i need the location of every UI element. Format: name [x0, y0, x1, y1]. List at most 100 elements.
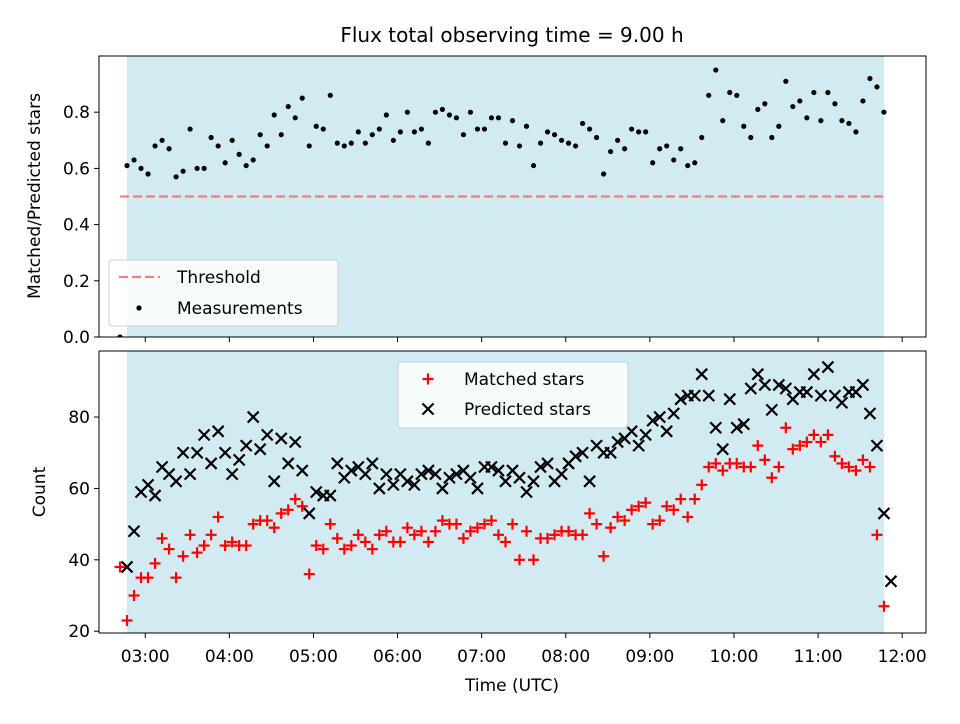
measurement-point — [502, 140, 509, 146]
predicted-star-points — [120, 360, 898, 588]
measurement-point — [818, 118, 824, 124]
measurement-point — [881, 109, 887, 115]
measurement-point — [131, 157, 137, 163]
predicted-star-point — [513, 471, 526, 484]
predicted-star-point — [464, 471, 477, 484]
legend-matched-swatch — [422, 373, 434, 385]
measurement-point — [201, 165, 207, 171]
predicted-star-point — [436, 482, 449, 495]
measurement-point — [874, 84, 880, 90]
predicted-star-point — [176, 446, 190, 460]
matched-star-point — [436, 515, 448, 527]
matched-star-point — [219, 540, 231, 552]
bottom-x-ticks: 03:00 04:00 05:00 06:00 07:00 08:00 09:00 10:00… — [121, 633, 927, 667]
matched-star-point — [408, 529, 420, 541]
matched-star-point — [478, 518, 490, 530]
matched-star-point — [310, 540, 322, 552]
matched-star-point — [338, 543, 350, 555]
measurement-point — [194, 165, 200, 171]
matched-star-point — [429, 525, 441, 537]
measurement-point — [187, 126, 193, 132]
matched-star-point — [857, 454, 869, 466]
predicted-star-point — [737, 417, 751, 431]
bottom-x-axis-label: Time (UTC) — [464, 676, 559, 696]
top-panel: 0.00.20.40.60.8 Matched/Predicted stars … — [25, 55, 927, 348]
matched-star-point — [499, 536, 511, 548]
predicted-star-point — [807, 367, 821, 381]
matched-star-point — [675, 493, 687, 505]
matched-star-point — [577, 529, 589, 541]
measurement-point — [124, 162, 130, 169]
matched-star-point — [156, 532, 168, 544]
measurement-point — [685, 162, 691, 169]
predicted-star-point — [211, 425, 225, 438]
measurement-point — [544, 129, 551, 135]
matched-star-point — [850, 465, 862, 477]
measurement-point — [299, 95, 305, 101]
matched-star-point — [261, 515, 273, 527]
measurement-point — [572, 143, 579, 149]
predicted-star-point — [450, 467, 463, 481]
measurement-point — [579, 120, 586, 127]
matched-star-point — [401, 522, 413, 534]
measurement-point — [334, 140, 340, 146]
bottom-legend-box — [397, 361, 629, 429]
predicted-star-point — [246, 410, 260, 424]
bottom-y-tick-label: 40 — [68, 551, 90, 571]
matched-star-point — [619, 515, 631, 527]
predicted-star-point — [260, 428, 274, 442]
predicted-star-point — [744, 382, 758, 395]
measurement-point — [460, 132, 467, 138]
bottom-x-tick-label: 06:00 — [373, 647, 422, 667]
predicted-star-point — [611, 435, 624, 449]
measurement-point — [285, 103, 291, 110]
measurement-point — [320, 126, 326, 132]
predicted-star-point — [120, 560, 134, 574]
measurement-point — [790, 103, 796, 110]
predicted-star-point — [415, 467, 428, 481]
predicted-star-point — [569, 450, 582, 463]
measurement-point — [432, 109, 439, 115]
bottom-y-axis-label: Count — [30, 466, 50, 517]
predicted-star-point — [800, 385, 814, 399]
legend-measurements-label: Measurements — [177, 299, 303, 319]
predicted-star-point — [190, 446, 204, 460]
measurement-point — [355, 129, 361, 135]
measurement-point — [530, 162, 537, 169]
measurement-point — [173, 174, 179, 180]
measurement-point — [362, 140, 368, 146]
matched-star-point — [542, 532, 554, 544]
predicted-star-point — [288, 435, 302, 449]
predicted-star-point — [604, 446, 617, 460]
measurement-point — [453, 115, 460, 121]
predicted-star-point — [541, 457, 554, 470]
matched-star-point — [591, 518, 603, 530]
measurement-point — [657, 146, 663, 152]
legend-matched-label: Matched stars — [464, 370, 584, 390]
matched-star-point — [647, 518, 659, 530]
measurement-point — [313, 123, 319, 129]
measurement-point — [467, 109, 474, 115]
predicted-star-point — [232, 453, 246, 467]
predicted-star-point — [183, 467, 197, 481]
predicted-star-point — [653, 410, 666, 424]
measurement-point — [523, 123, 530, 129]
matched-star-point — [198, 540, 210, 552]
predicted-star-point — [401, 475, 414, 488]
matched-star-point — [352, 529, 364, 541]
measurement-point — [369, 132, 375, 138]
measurement-point — [516, 143, 523, 149]
measurement-point — [152, 143, 158, 149]
matched-star-point — [514, 554, 526, 566]
measurement-point — [650, 160, 656, 166]
predicted-star-point — [267, 475, 281, 488]
measurement-point — [720, 118, 726, 124]
matched-star-point — [142, 572, 154, 584]
matched-star-point — [226, 536, 238, 548]
predicted-star-point — [281, 457, 295, 470]
matched-star-point — [787, 443, 799, 455]
measurement-point — [292, 115, 298, 121]
bottom-y-tick-label: 60 — [68, 479, 90, 499]
predicted-star-point — [429, 467, 442, 481]
